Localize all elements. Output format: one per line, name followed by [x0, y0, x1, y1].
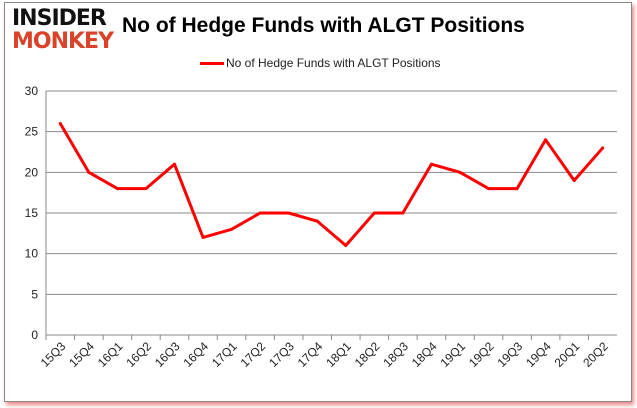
data-point — [315, 219, 319, 223]
x-tick-label: 17Q3 — [266, 339, 297, 370]
data-point — [487, 187, 491, 191]
data-point — [401, 211, 405, 215]
logo-insider: INSIDER — [12, 6, 107, 31]
legend: No of Hedge Funds with ALGT Positions — [200, 56, 441, 70]
data-point — [258, 211, 262, 215]
x-tick-label: 15Q3 — [38, 339, 69, 370]
series-line — [58, 122, 604, 248]
data-point — [287, 211, 291, 215]
x-tick-label: 17Q2 — [238, 339, 269, 370]
x-tick-label: 17Q1 — [209, 339, 240, 370]
data-point — [372, 211, 376, 215]
x-tick-label: 20Q1 — [552, 339, 583, 370]
y-tick-label: 10 — [25, 247, 39, 261]
x-tick-label: 18Q2 — [352, 339, 383, 370]
y-tick-label: 5 — [31, 287, 38, 301]
x-tick-label: 15Q4 — [66, 339, 97, 370]
data-point — [58, 122, 62, 126]
x-tick-label: 16Q1 — [95, 339, 126, 370]
data-point — [230, 227, 234, 231]
x-tick-label: 16Q3 — [152, 339, 183, 370]
logo-monkey: MONKEY — [12, 29, 114, 54]
y-tick-label: 0 — [31, 328, 38, 342]
data-point — [87, 170, 91, 174]
x-tick-label: 19Q4 — [523, 339, 554, 370]
data-point — [144, 187, 148, 191]
x-tick-label: 19Q1 — [437, 339, 468, 370]
y-tick-label: 20 — [25, 165, 39, 179]
data-point — [344, 244, 348, 248]
data-point — [201, 235, 205, 239]
x-tick-label: 20Q2 — [580, 339, 611, 370]
data-point — [172, 162, 176, 166]
data-point — [429, 162, 433, 166]
data-point — [572, 178, 576, 182]
legend-label: No of Hedge Funds with ALGT Positions — [226, 56, 441, 70]
x-tick-label: 18Q4 — [409, 339, 440, 370]
data-point — [601, 146, 605, 150]
data-point — [515, 187, 519, 191]
data-point — [544, 138, 548, 142]
x-tick-label: 19Q3 — [495, 339, 526, 370]
x-tick-label: 19Q2 — [466, 339, 497, 370]
chart-title: No of Hedge Funds with ALGT Positions — [122, 14, 525, 37]
x-tick-label: 16Q4 — [180, 339, 211, 370]
y-tick-label: 30 — [25, 84, 39, 98]
data-point — [458, 170, 462, 174]
x-tick-label: 18Q1 — [323, 339, 354, 370]
x-tick-label: 17Q4 — [295, 339, 326, 370]
y-tick-label: 25 — [25, 125, 39, 139]
data-point — [115, 187, 119, 191]
legend-swatch — [200, 61, 224, 65]
y-tick-label: 15 — [25, 206, 39, 220]
x-tick-label: 18Q3 — [380, 339, 411, 370]
x-tick-label: 16Q2 — [123, 339, 154, 370]
